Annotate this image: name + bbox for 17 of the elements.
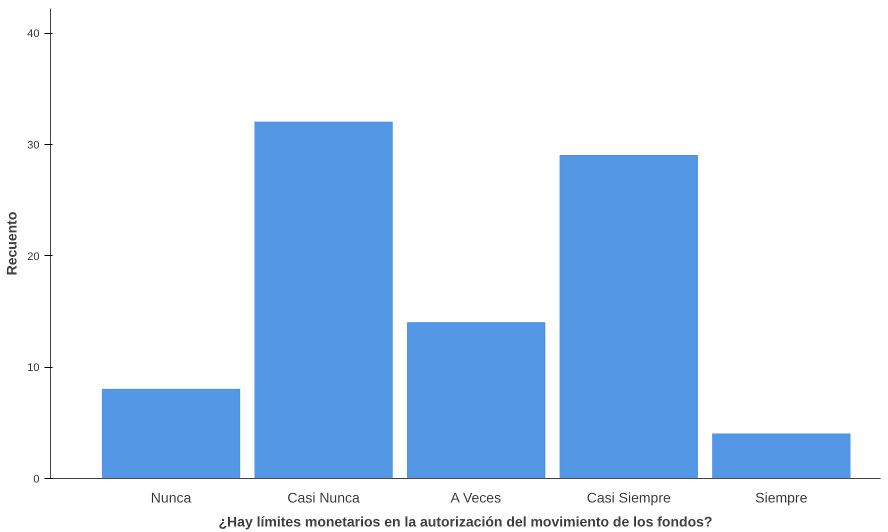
bar: [712, 433, 850, 478]
x-tick-label: Siempre: [755, 490, 808, 506]
y-tick-label: 40: [27, 28, 40, 40]
y-axis-title: Recuento: [3, 212, 20, 276]
x-tick-label: Nunca: [150, 490, 192, 506]
bar: [254, 122, 393, 478]
y-tick-label: 0: [33, 474, 40, 486]
x-axis-title: ¿Hay límites monetarios en la autorización del movimiento de los fondos?: [218, 514, 712, 530]
x-tick-label: A Veces: [450, 490, 502, 506]
x-tick-label: Casi Nunca: [287, 490, 360, 506]
x-tick-label: Casi Siempre: [586, 490, 671, 506]
bar: [560, 155, 698, 478]
y-tick-label: 10: [27, 362, 40, 374]
bar: [407, 322, 546, 478]
y-tick-label: 20: [27, 250, 40, 263]
y-tick-label: 30: [27, 139, 40, 152]
bar: [102, 388, 240, 478]
